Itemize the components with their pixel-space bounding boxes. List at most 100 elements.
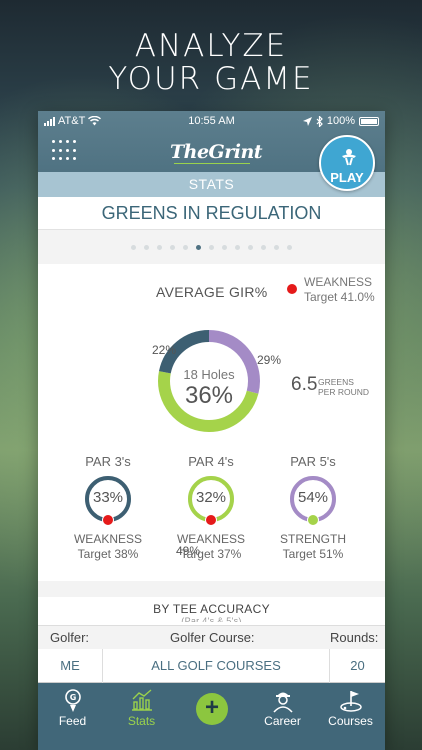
carousel-dot[interactable] (287, 244, 292, 250)
gir-panel: AVERAGE GIR% WEAKNESS Target 41.0% 18 Ho… (38, 264, 385, 581)
golfer-select[interactable]: ME (60, 658, 80, 673)
par3-name: PAR 3's (85, 454, 131, 469)
carousel-indicator[interactable] (38, 230, 385, 264)
wifi-icon (88, 116, 102, 126)
par4-target: Target 37% (180, 547, 242, 561)
by-tee-subtitle: (Par 4's & 5's) (181, 616, 242, 622)
promo-headline: ANALYZE YOUR GAME (0, 30, 422, 96)
weakness-status: WEAKNESS (304, 275, 373, 289)
plus-icon: + (204, 694, 219, 721)
rounds-select[interactable]: 20 (350, 658, 365, 673)
par5-target: Target 51% (282, 547, 344, 561)
tab-career[interactable]: Career (248, 683, 317, 750)
donut-center-label: 18 Holes (183, 367, 235, 382)
by-tee-title: BY TEE ACCURACY (153, 602, 270, 616)
greens-per-round-value: 6.5 (291, 374, 318, 395)
add-round-button[interactable]: + (196, 693, 228, 725)
carousel-dot[interactable] (209, 244, 214, 250)
donut-segment-green (158, 330, 260, 432)
flag-icon (339, 691, 362, 712)
carousel-dot[interactable] (274, 244, 279, 250)
golfer-label: Golfer: (50, 630, 90, 645)
location-icon (302, 116, 312, 126)
carousel-dot[interactable] (248, 244, 253, 250)
par3-status: WEAKNESS (73, 532, 142, 546)
promo-line-1: ANALYZE (134, 28, 288, 64)
tab-courses[interactable]: Courses (316, 683, 385, 750)
per-round-label: PER ROUND (318, 387, 370, 397)
golfer-swing-icon (342, 149, 356, 166)
phone-screen: AT&T 10:55 AM 100% TheGrint STATS PLAY G… (38, 111, 385, 750)
donut-center-value: 36% (184, 382, 234, 409)
par5-stat[interactable]: PAR 5's 54% STRENGTH Target 51% (268, 454, 358, 562)
logo-underline (174, 163, 250, 164)
segment-label-navy: 22% (152, 343, 177, 357)
tab-feed[interactable]: G Feed (38, 683, 107, 750)
segment-label-green: 49% (176, 544, 201, 558)
greens-label: GREENS (318, 377, 354, 387)
golfer-icon (272, 692, 293, 713)
gir-donut-chart (158, 330, 260, 432)
filter-separator (329, 649, 330, 683)
carousel-dot[interactable] (222, 244, 227, 250)
carousel-dot[interactable] (183, 244, 188, 250)
segment-label-purple: 29% (257, 353, 282, 367)
tab-career-label: Career (264, 714, 301, 728)
by-tee-accuracy-header: BY TEE ACCURACY (Par 4's & 5's) (38, 597, 385, 627)
battery-icon (359, 116, 379, 126)
par5-status: STRENGTH (280, 532, 346, 546)
carousel-dot[interactable] (170, 244, 175, 250)
weakness-target: Target 41.0% (304, 290, 375, 304)
weakness-legend: WEAKNESS Target 41.0% (304, 275, 375, 305)
carousel-dot[interactable] (131, 244, 136, 250)
par5-name: PAR 5's (290, 454, 336, 469)
rounds-label: Rounds: (330, 630, 379, 645)
tab-stats-label: Stats (127, 714, 156, 728)
par3-stat[interactable]: PAR 3's 33% WEAKNESS Target 38% (63, 454, 153, 562)
par4-status-dot (205, 514, 217, 526)
section-divider (38, 581, 385, 597)
tab-courses-label: Courses (328, 714, 373, 728)
bottom-tab-bar: G Feed Stats + Career Courses (38, 683, 385, 750)
carousel-dot[interactable] (235, 244, 240, 250)
tab-stats[interactable]: Stats (107, 683, 176, 750)
bar-chart-icon (131, 689, 152, 711)
par4-stat[interactable]: PAR 4's 32% WEAKNESS Target 37% (166, 454, 256, 562)
greens-per-round-label: GREENS PER ROUND (318, 377, 369, 397)
par4-percent: 32% (195, 489, 227, 506)
average-gir-title: AVERAGE GIR% (156, 284, 268, 300)
carrier: AT&T (58, 115, 86, 127)
signal-icon (44, 116, 55, 126)
golf-ball-icon: G (64, 689, 81, 712)
play-button[interactable]: PLAY (319, 135, 375, 191)
carousel-dot[interactable] (261, 244, 266, 250)
carousel-dot[interactable] (157, 244, 162, 250)
filter-header: Golfer: Golfer Course: Rounds: (38, 625, 385, 649)
par3-target: Target 38% (77, 547, 139, 561)
par4-status: WEAKNESS (176, 532, 245, 546)
carousel-dot[interactable] (196, 244, 201, 250)
par3-status-dot (102, 514, 114, 526)
filter-separator (102, 649, 103, 683)
status-time: 10:55 AM (188, 115, 235, 127)
menu-grid-icon[interactable] (52, 140, 76, 162)
page-title: GREENS IN REGULATION (38, 197, 385, 230)
weakness-dot-icon (287, 284, 297, 294)
par5-status-dot (307, 514, 319, 526)
app-logo: TheGrint (170, 141, 263, 163)
promo-line-2: YOUR GAME (108, 61, 314, 97)
status-bar: AT&T 10:55 AM 100% (38, 115, 385, 129)
par3-percent: 33% (92, 489, 124, 506)
donut-segment-navy (158, 330, 260, 432)
course-select[interactable]: ALL GOLF COURSES (151, 658, 281, 673)
par5-percent: 54% (297, 489, 329, 506)
bluetooth-icon (316, 115, 323, 127)
tab-feed-label: Feed (58, 714, 87, 728)
filter-row: ME ALL GOLF COURSES 20 (38, 649, 385, 683)
carousel-dot[interactable] (144, 244, 149, 250)
battery-percent: 100% (326, 115, 355, 127)
par4-name: PAR 4's (188, 454, 234, 469)
play-label: PLAY (330, 170, 364, 185)
course-label: Golfer Course: (170, 630, 255, 645)
svg-text:G: G (69, 693, 76, 702)
